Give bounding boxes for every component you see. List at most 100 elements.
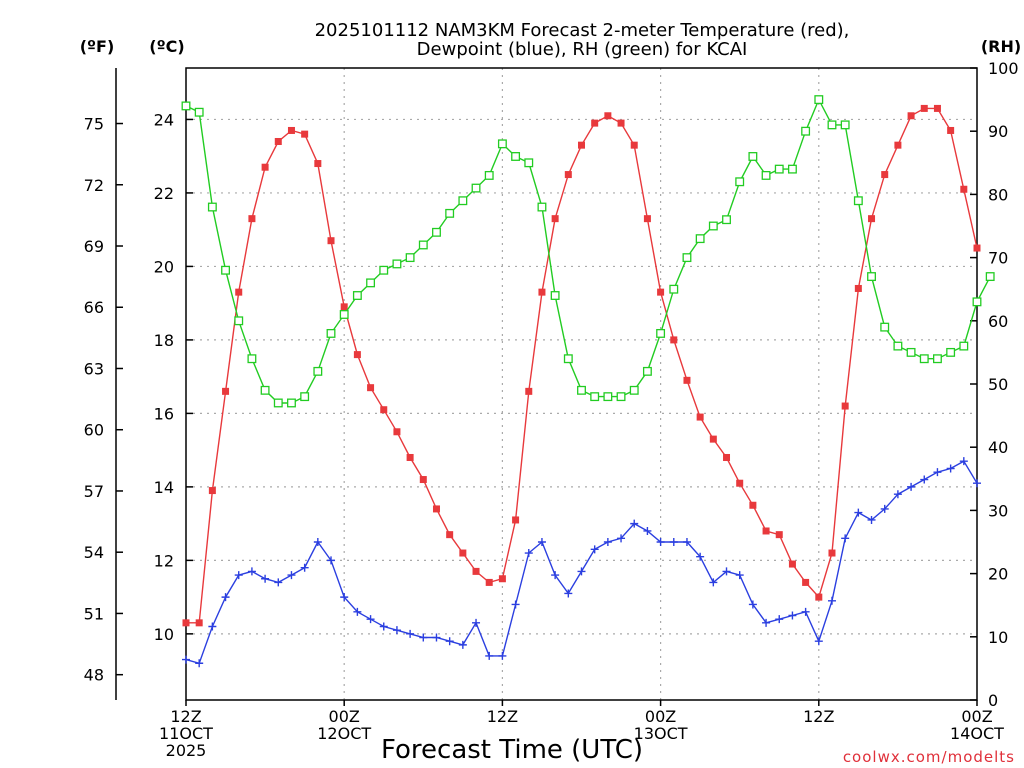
- 2-meter-temperature-point: [894, 141, 902, 149]
- rh-point: [234, 316, 244, 326]
- dewpoint-point: [643, 526, 652, 535]
- dewpoint-point: [841, 534, 850, 543]
- rh-point: [221, 265, 230, 275]
- dewpoint-point: [221, 593, 230, 602]
- dewpoint-point: [406, 629, 415, 638]
- rh-unit-label: (RH): [981, 37, 1021, 56]
- rh-point: [722, 215, 731, 225]
- 2-meter-temperature-point: [353, 351, 361, 359]
- celsius-unit-label: (ºC): [149, 37, 184, 56]
- rh-point: [867, 272, 876, 282]
- dewpoint-line: [185, 460, 978, 665]
- celsius-tick-label: 24: [154, 110, 174, 129]
- 2-meter-temperature-point: [591, 119, 599, 127]
- rh-point: [524, 158, 534, 168]
- rh-point: [432, 227, 441, 237]
- rh-point: [260, 385, 270, 395]
- rh-point: [629, 385, 639, 395]
- dewpoint-point: [682, 538, 691, 546]
- 2-meter-temperature-point: [195, 619, 203, 627]
- rh-point: [695, 234, 705, 244]
- rh-tick-label: 100: [988, 59, 1019, 78]
- celsius-tick-label: 22: [154, 184, 174, 203]
- x-tick-label: 00Z: [645, 707, 676, 726]
- 2-meter-temperature-point: [261, 163, 269, 171]
- dewpoint-point: [353, 607, 362, 616]
- 2-meter-temperature-point: [498, 575, 506, 583]
- dewpoint-point: [735, 571, 744, 580]
- rh-tick-label: 40: [988, 438, 1008, 457]
- rh-point: [603, 392, 613, 402]
- rh-tick-label: 80: [988, 185, 1008, 204]
- dewpoint-point: [551, 571, 560, 580]
- rh-tick-label: 10: [988, 628, 1008, 647]
- dewpoint-point: [603, 538, 612, 546]
- dewpoint-point: [419, 633, 428, 642]
- 2-meter-temperature-point: [881, 171, 889, 179]
- rh-point: [577, 385, 586, 395]
- 2-meter-temperature-point: [907, 112, 915, 120]
- 2-meter-temperature-point: [947, 126, 955, 134]
- dewpoint-point: [669, 538, 678, 546]
- celsius-tick-label: 16: [154, 404, 174, 423]
- dewpoint-point: [590, 545, 599, 554]
- 2-meter-temperature-point: [920, 104, 928, 112]
- fahrenheit-tick-label: 69: [84, 237, 104, 256]
- dewpoint-point: [300, 563, 309, 572]
- x-tick-label: 12Z: [170, 707, 201, 726]
- dewpoint-point: [920, 475, 929, 484]
- rh-point: [471, 183, 481, 193]
- 2-meter-temperature-point: [222, 387, 230, 395]
- rh-point: [313, 366, 323, 376]
- dewpoint-point: [656, 538, 665, 546]
- dewpoint-point: [827, 596, 836, 605]
- dewpoint-point: [432, 633, 441, 642]
- 2-meter-temperature-point: [709, 435, 717, 443]
- rh-tick-label: 90: [988, 122, 1008, 141]
- 2-meter-temperature-point: [630, 141, 638, 149]
- rh-point: [985, 272, 995, 282]
- dewpoint-point: [234, 571, 243, 580]
- 2-meter-temperature-point: [327, 237, 335, 245]
- dewpoint-point: [722, 567, 731, 576]
- dewpoint-point: [392, 626, 401, 635]
- dewpoint-point: [762, 618, 771, 627]
- fahrenheit-tick-label: 63: [84, 359, 104, 378]
- 2-meter-temperature-point: [287, 126, 295, 134]
- rh-point: [748, 152, 758, 161]
- dewpoint-point: [485, 651, 494, 660]
- dewpoint-point: [946, 464, 955, 473]
- 2-meter-temperature-point: [775, 531, 783, 539]
- rh-point: [933, 354, 942, 364]
- 2-meter-temperature-point: [406, 453, 414, 461]
- rh-point: [840, 120, 850, 130]
- x-tick-label: 12OCT: [317, 724, 371, 743]
- celsius-tick-label: 10: [154, 625, 174, 644]
- rh-point: [708, 221, 718, 231]
- rh-point: [497, 139, 507, 149]
- 2-meter-temperature-point: [683, 376, 691, 384]
- 2-meter-temperature-point: [274, 137, 282, 145]
- 2-meter-temperature-point: [960, 185, 968, 193]
- rh-tick-label: 0: [988, 691, 998, 710]
- x-axis-label: Forecast Time (UTC): [381, 735, 643, 765]
- celsius-tick-label: 20: [154, 257, 174, 276]
- x-tick-label: 14OCT: [950, 724, 1004, 743]
- chart-title-line-1: 2025101112 NAM3KM Forecast 2-meter Tempe…: [315, 20, 850, 41]
- dewpoint-point: [893, 490, 902, 499]
- 2-meter-temperature-point: [182, 619, 190, 627]
- rh-tick-label: 70: [988, 249, 1008, 268]
- 2-meter-temperature-point: [235, 288, 243, 296]
- dewpoint-point: [524, 549, 533, 558]
- rh-point: [906, 347, 916, 357]
- dewpoint-point: [867, 515, 876, 524]
- 2-meter-temperature-point: [868, 215, 876, 223]
- rh-point: [458, 196, 468, 206]
- dewpoint-point: [472, 618, 481, 627]
- rh-point: [273, 398, 283, 408]
- fahrenheit-tick-label: 57: [84, 482, 104, 501]
- rh-point: [326, 328, 336, 338]
- x-tick-label: 12Z: [487, 707, 518, 726]
